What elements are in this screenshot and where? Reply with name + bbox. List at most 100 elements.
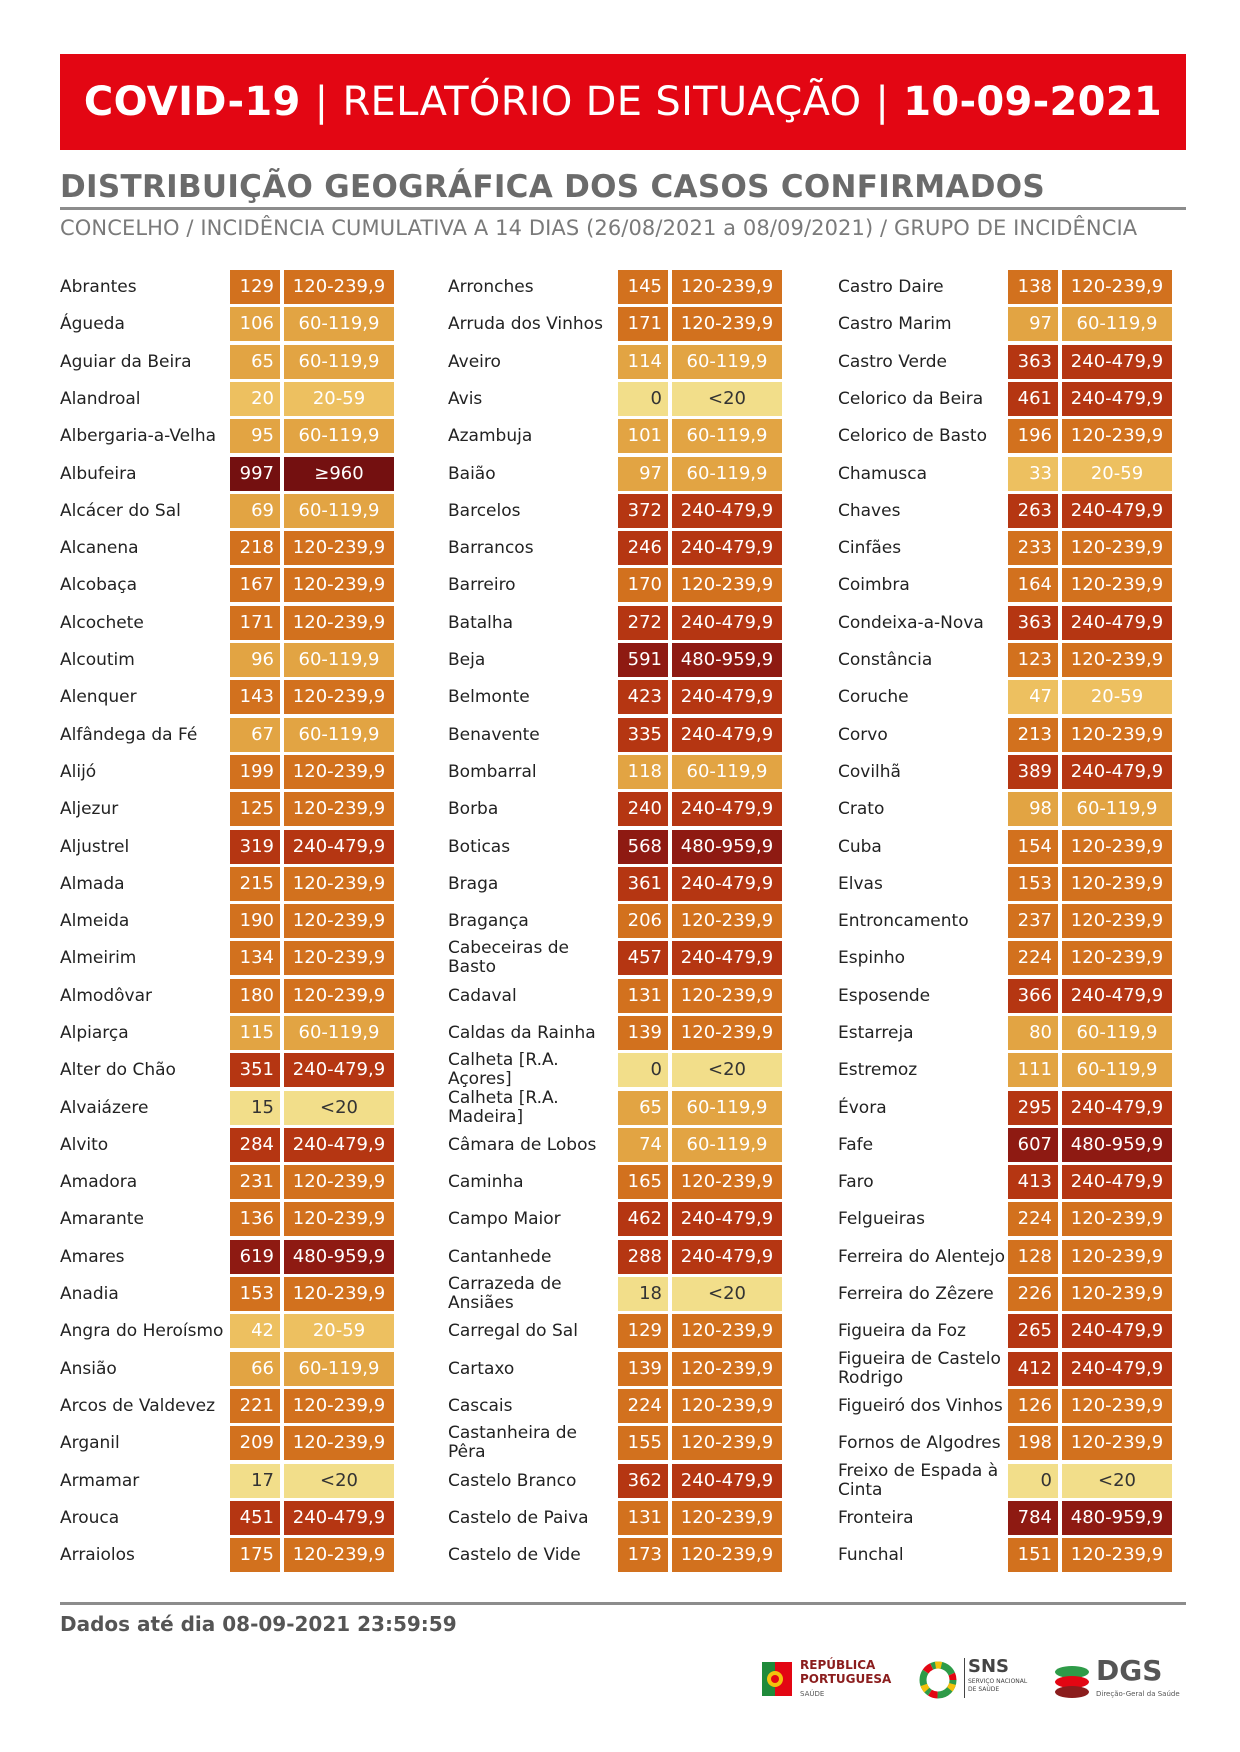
incidence-group: <20 xyxy=(284,1091,394,1125)
municipality-name: Alfândega da Fé xyxy=(60,724,198,745)
municipality-name: Carregal do Sal xyxy=(448,1320,578,1341)
municipality-row: Arruda dos Vinhos 171 120-239,9 xyxy=(448,307,782,341)
municipality-row: Almeida 190 120-239,9 xyxy=(60,904,394,938)
incidence-group: 60-119,9 xyxy=(672,1128,782,1162)
municipality-name: Celorico de Basto xyxy=(838,425,987,446)
incidence-group: 20-59 xyxy=(1062,457,1172,491)
incidence-value: 568 xyxy=(618,830,668,864)
municipality-name: Arcos de Valdevez xyxy=(60,1395,216,1416)
municipality-row: Calheta [R.A. Madeira] 65 60-119,9 xyxy=(448,1089,782,1127)
incidence-group: 120-239,9 xyxy=(672,904,782,938)
municipality-row: Castro Marim 97 60-119,9 xyxy=(838,307,1172,341)
incidence-group: 240-479,9 xyxy=(672,1202,782,1236)
incidence-value: 335 xyxy=(618,718,668,752)
incidence-group: 120-239,9 xyxy=(284,680,394,714)
municipality-name: Cascais xyxy=(448,1395,513,1416)
dgs-subtitle: Direção-Geral da Saúde xyxy=(1096,1690,1180,1698)
incidence-value: 129 xyxy=(230,270,280,304)
incidence-value: 362 xyxy=(618,1464,668,1498)
municipality-row: Entroncamento 237 120-239,9 xyxy=(838,904,1172,938)
incidence-group: 120-239,9 xyxy=(284,1389,394,1423)
municipality-name: Braga xyxy=(448,873,499,894)
municipality-row: Barcelos 372 240-479,9 xyxy=(448,494,782,528)
sns-logo: SNS SERVIÇO NACIONAL DE SAÚDE xyxy=(918,1656,1030,1706)
municipality-name: Baião xyxy=(448,463,496,484)
municipality-row: Boticas 568 480-959,9 xyxy=(448,830,782,864)
incidence-group: 120-239,9 xyxy=(284,531,394,565)
incidence-value: 173 xyxy=(618,1538,668,1572)
incidence-group: 60-119,9 xyxy=(284,718,394,752)
incidence-value: 80 xyxy=(1008,1016,1058,1050)
municipality-row: Espinho 224 120-239,9 xyxy=(838,941,1172,975)
incidence-value: 366 xyxy=(1008,979,1058,1013)
incidence-group: <20 xyxy=(1062,1464,1172,1498)
incidence-value: 167 xyxy=(230,568,280,602)
incidence-value: 190 xyxy=(230,904,280,938)
incidence-value: 153 xyxy=(1008,867,1058,901)
incidence-group: 240-479,9 xyxy=(1062,755,1172,789)
incidence-value: 224 xyxy=(618,1389,668,1423)
incidence-group: 60-119,9 xyxy=(284,345,394,379)
sns-line1: SERVIÇO NACIONAL xyxy=(968,1678,1028,1685)
municipality-name: Bragança xyxy=(448,910,529,931)
incidence-group: 60-119,9 xyxy=(672,457,782,491)
municipality-name: Amadora xyxy=(60,1171,138,1192)
incidence-value: 263 xyxy=(1008,494,1058,528)
municipality-name: Figueiró dos Vinhos xyxy=(838,1395,1003,1416)
incidence-group: 120-239,9 xyxy=(284,606,394,640)
municipality-row: Felgueiras 224 120-239,9 xyxy=(838,1202,1172,1236)
municipality-name: Alvaiázere xyxy=(60,1097,149,1118)
report-header-banner: COVID-19 | RELATÓRIO DE SITUAÇÃO | 10-09… xyxy=(60,54,1186,150)
incidence-value: 461 xyxy=(1008,382,1058,416)
municipality-row: Arganil 209 120-239,9 xyxy=(60,1426,394,1460)
municipality-name: Angra do Heroísmo xyxy=(60,1320,224,1341)
incidence-value: 33 xyxy=(1008,457,1058,491)
incidence-value: 237 xyxy=(1008,904,1058,938)
municipality-name: Alandroal xyxy=(60,388,141,409)
incidence-group: 120-239,9 xyxy=(1062,1240,1172,1274)
incidence-value: 118 xyxy=(618,755,668,789)
incidence-group: 120-239,9 xyxy=(284,1202,394,1236)
incidence-group: 120-239,9 xyxy=(1062,867,1172,901)
municipality-name: Abrantes xyxy=(60,276,137,297)
incidence-group: 240-479,9 xyxy=(284,1128,394,1162)
incidence-value: 0 xyxy=(618,382,668,416)
incidence-group: 240-479,9 xyxy=(1062,1165,1172,1199)
coat-of-arms-icon xyxy=(762,1662,792,1696)
incidence-value: 18 xyxy=(618,1277,668,1311)
incidence-group: 120-239,9 xyxy=(284,755,394,789)
incidence-value: 997 xyxy=(230,457,280,491)
incidence-value: 265 xyxy=(1008,1314,1058,1348)
municipality-row: Almeirim 134 120-239,9 xyxy=(60,941,394,975)
incidence-group: 120-239,9 xyxy=(672,1501,782,1535)
municipality-name: Funchal xyxy=(838,1544,904,1565)
incidence-group: <20 xyxy=(672,382,782,416)
incidence-group: 240-479,9 xyxy=(1062,345,1172,379)
incidence-value: 95 xyxy=(230,419,280,453)
incidence-value: 65 xyxy=(230,345,280,379)
incidence-group: 240-479,9 xyxy=(1062,1314,1172,1348)
incidence-group: 120-239,9 xyxy=(672,1426,782,1460)
municipality-name: Azambuja xyxy=(448,425,533,446)
municipality-name: Faro xyxy=(838,1171,874,1192)
municipality-row: Alandroal 20 20-59 xyxy=(60,382,394,416)
municipality-row: Baião 97 60-119,9 xyxy=(448,457,782,491)
incidence-value: 213 xyxy=(1008,718,1058,752)
municipality-row: Cuba 154 120-239,9 xyxy=(838,830,1172,864)
municipality-row: Benavente 335 240-479,9 xyxy=(448,718,782,752)
incidence-value: 591 xyxy=(618,643,668,677)
municipality-name: Caminha xyxy=(448,1171,524,1192)
incidence-value: 164 xyxy=(1008,568,1058,602)
incidence-value: 206 xyxy=(618,904,668,938)
municipality-row: Constância 123 120-239,9 xyxy=(838,643,1172,677)
municipality-name: Caldas da Rainha xyxy=(448,1022,596,1043)
municipality-row: Câmara de Lobos 74 60-119,9 xyxy=(448,1128,782,1162)
municipality-row: Figueiró dos Vinhos 126 120-239,9 xyxy=(838,1389,1172,1423)
municipality-name: Albergaria-a-Velha xyxy=(60,425,217,446)
dgs-symbol-icon xyxy=(1055,1666,1089,1698)
incidence-value: 69 xyxy=(230,494,280,528)
municipality-name: Fornos de Algodres xyxy=(838,1432,1001,1453)
incidence-value: 221 xyxy=(230,1389,280,1423)
incidence-value: 123 xyxy=(1008,643,1058,677)
municipality-name: Cadaval xyxy=(448,985,517,1006)
